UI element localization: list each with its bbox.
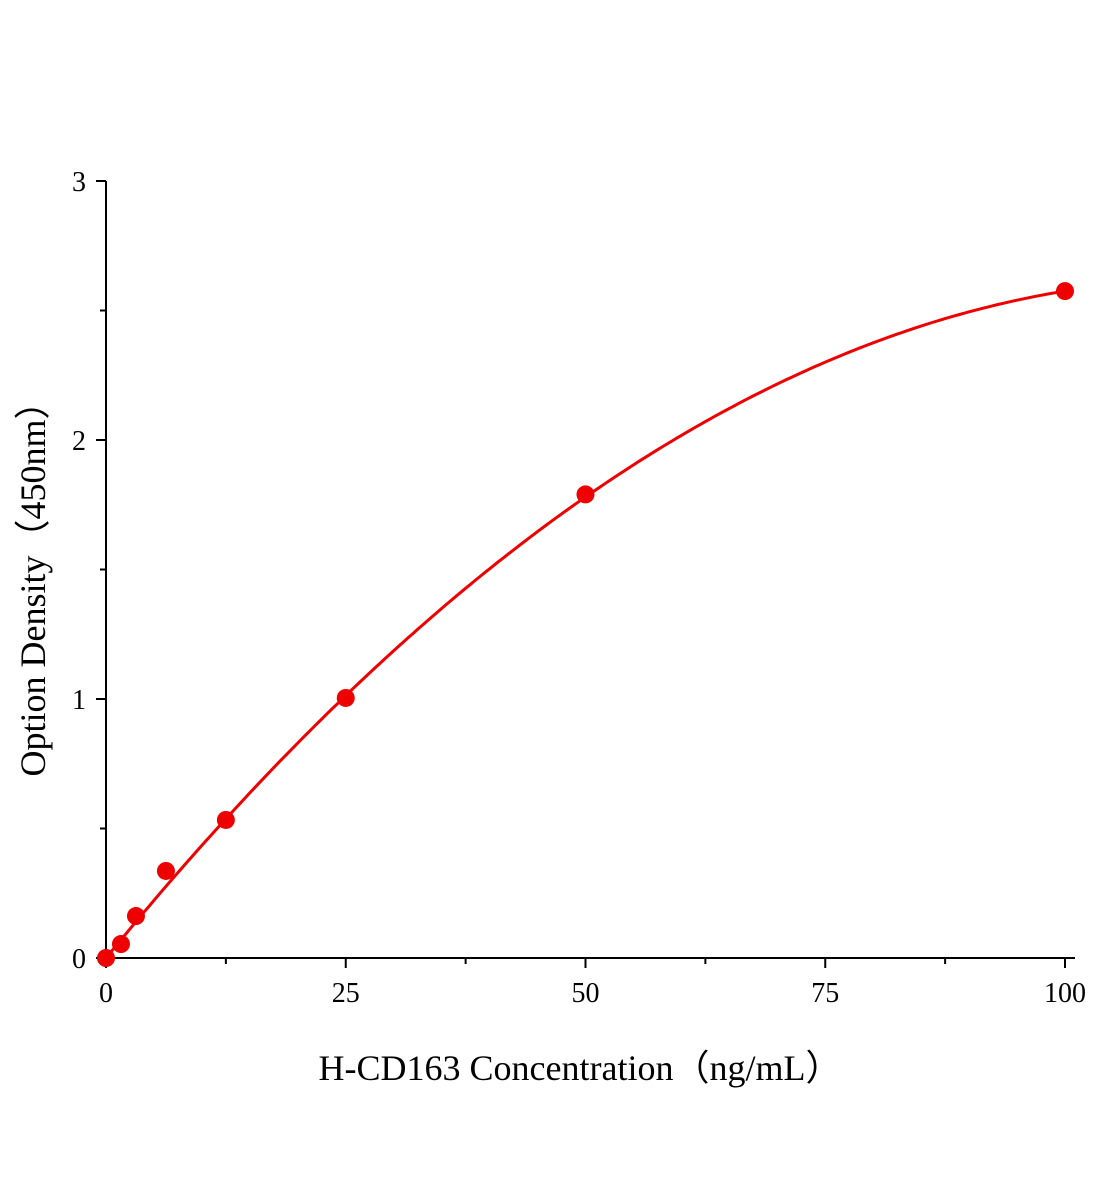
x-tick-label: 75 [811, 978, 839, 1009]
x-tick-label: 50 [572, 978, 600, 1009]
x-tick-label: 0 [99, 978, 113, 1009]
data-point [111, 935, 130, 954]
data-point [576, 485, 595, 504]
x-tick-label: 100 [1044, 978, 1086, 1009]
data-point [216, 810, 235, 829]
data-points [97, 282, 1074, 967]
data-point [336, 688, 355, 707]
fit-curve [104, 289, 1066, 959]
y-tick-label: 3 [72, 167, 86, 198]
y-tick-label: 2 [72, 426, 86, 457]
data-point [126, 907, 145, 926]
axes: 0 25 50 75 100 0 1 2 3 [72, 167, 1086, 1009]
data-point [1056, 282, 1074, 301]
fit-curve-group [104, 289, 1066, 959]
data-point [156, 861, 175, 880]
data-point [97, 949, 115, 967]
x-tick-label: 25 [332, 978, 360, 1009]
y-axis-label: Option Density（450nm） [13, 384, 53, 777]
y-tick-label: 1 [72, 685, 86, 716]
x-axis-label: H-CD163 Concentration（ng/mL） [319, 1048, 842, 1088]
y-tick-label: 0 [72, 944, 86, 975]
